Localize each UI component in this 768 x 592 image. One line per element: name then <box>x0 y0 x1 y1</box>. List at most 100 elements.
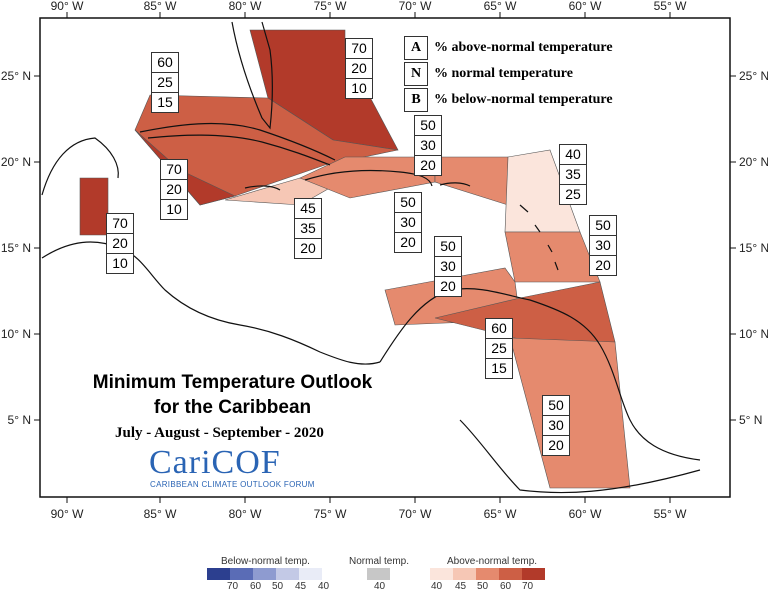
lon-label: 60° W <box>569 507 602 521</box>
prob-below: 20 <box>440 278 456 294</box>
prob-below: 15 <box>157 94 173 110</box>
prob-below: 10 <box>351 80 367 96</box>
colorbar-below <box>207 568 322 580</box>
colorbar-normal-title: Normal temp. <box>349 556 410 567</box>
colorbar-above-title: Above-normal temp. <box>447 556 538 567</box>
colorbar-swatch <box>430 568 453 580</box>
prob-normal: 30 <box>590 236 616 256</box>
colorbar-above <box>430 568 545 580</box>
lon-label: 65° W <box>484 0 517 13</box>
lat-label: 10° N <box>739 327 768 341</box>
prob-box-guianas: 50 30 20 <box>542 395 570 456</box>
prob-box-cayman: 70 20 10 <box>160 159 188 220</box>
cb-tick: 45 <box>455 581 467 592</box>
lat-label: 20° N <box>739 155 768 169</box>
prob-box-leeward: 40 35 25 <box>559 144 587 205</box>
prob-below: 10 <box>166 201 182 217</box>
cb-tick: 70 <box>227 581 239 592</box>
cb-tick: 45 <box>295 581 307 592</box>
prob-box-jamaica: 45 35 20 <box>294 198 322 259</box>
prob-normal: 30 <box>395 213 421 233</box>
cb-tick: 40 <box>374 581 386 592</box>
prob-below: 20 <box>400 234 416 250</box>
colorbar-below-title: Below-normal temp. <box>221 556 310 567</box>
prob-box-hispaniola: 50 30 20 <box>414 115 442 176</box>
key-text: % normal temperature <box>434 66 573 81</box>
lat-labels-right: 25° N 20° N 15° N 10° N 5° N <box>739 69 768 427</box>
colorbar-swatch <box>276 568 299 580</box>
key-text: % below-normal temperature <box>434 92 613 107</box>
caricof-logo: CariCOF <box>149 444 281 481</box>
lon-label: 85° W <box>144 0 177 13</box>
colorbar-swatch <box>499 568 522 580</box>
lon-label: 80° W <box>229 0 262 13</box>
key-letter: N <box>404 62 428 86</box>
prob-box-windward: 50 30 20 <box>589 215 617 276</box>
map-title-line2: for the Caribbean <box>153 397 312 418</box>
prob-below: 10 <box>112 255 128 271</box>
prob-above: 60 <box>486 319 512 339</box>
colorbar-swatch <box>522 568 545 580</box>
lat-label: 15° N <box>739 241 768 255</box>
prob-normal: 30 <box>415 136 441 156</box>
colorbar-swatch <box>299 568 322 580</box>
cb-tick: 60 <box>250 581 262 592</box>
key-letter: A <box>404 36 428 60</box>
lat-label: 10° N <box>1 327 31 341</box>
prob-below: 15 <box>491 360 507 376</box>
prob-normal: 20 <box>346 59 372 79</box>
prob-above: 50 <box>395 193 421 213</box>
lon-label: 85° W <box>144 507 177 521</box>
prob-box-trinidad: 60 25 15 <box>485 318 513 379</box>
prob-below: 20 <box>548 437 564 453</box>
prob-below: 25 <box>565 186 581 202</box>
lon-label: 60° W <box>569 0 602 13</box>
prob-normal: 35 <box>295 219 321 239</box>
lon-label: 90° W <box>51 507 84 521</box>
lat-label: 25° N <box>739 69 768 83</box>
lon-label: 55° W <box>654 507 687 521</box>
key-legend-below: B % below-normal temperature <box>404 88 613 112</box>
prob-above: 50 <box>435 237 461 257</box>
prob-normal: 25 <box>486 339 512 359</box>
prob-normal: 25 <box>152 73 178 93</box>
prob-above: 70 <box>161 160 187 180</box>
lat-label: 5° N <box>8 413 31 427</box>
prob-below: 20 <box>595 257 611 273</box>
lat-ticks <box>34 75 736 421</box>
map-title-line1: Minimum Temperature Outlook <box>92 372 373 393</box>
region-belize <box>79 177 109 236</box>
prob-above: 50 <box>415 116 441 136</box>
cb-tick: 40 <box>431 581 443 592</box>
prob-box-cuba: 60 25 15 <box>151 52 179 113</box>
lon-label: 55° W <box>654 0 687 13</box>
lon-labels-top: 90° W 85° W 80° W 75° W 70° W 65° W 60° … <box>51 0 687 13</box>
prob-box-belize: 70 20 10 <box>106 213 134 274</box>
prob-above: 45 <box>295 199 321 219</box>
prob-below: 20 <box>420 157 436 173</box>
lat-label: 15° N <box>1 241 31 255</box>
colorbar-swatch <box>253 568 276 580</box>
cb-tick: 60 <box>500 581 512 592</box>
colorbar-swatch <box>453 568 476 580</box>
forecast-regions <box>79 29 631 489</box>
key-legend-above: A % above-normal temperature <box>404 36 613 60</box>
prob-box-bahamas: 70 20 10 <box>345 38 373 99</box>
prob-box-abc: 50 30 20 <box>434 236 462 297</box>
lon-label: 75° W <box>314 507 347 521</box>
key-legend-normal: N % normal temperature <box>404 62 573 86</box>
cb-tick: 50 <box>477 581 489 592</box>
prob-normal: 20 <box>107 234 133 254</box>
lon-labels-bottom: 90° W 85° W 80° W 75° W 70° W 65° W 60° … <box>51 507 687 521</box>
colorbar-swatch <box>367 568 390 580</box>
colorbar-swatch <box>476 568 499 580</box>
prob-above: 70 <box>346 39 372 59</box>
prob-above: 60 <box>152 53 178 73</box>
prob-box-puerto-rico: 50 30 20 <box>394 192 422 253</box>
prob-above: 50 <box>590 216 616 236</box>
prob-normal: 30 <box>435 257 461 277</box>
lon-label: 65° W <box>484 507 517 521</box>
colorbar-swatch <box>207 568 230 580</box>
region-guianas <box>509 337 631 489</box>
